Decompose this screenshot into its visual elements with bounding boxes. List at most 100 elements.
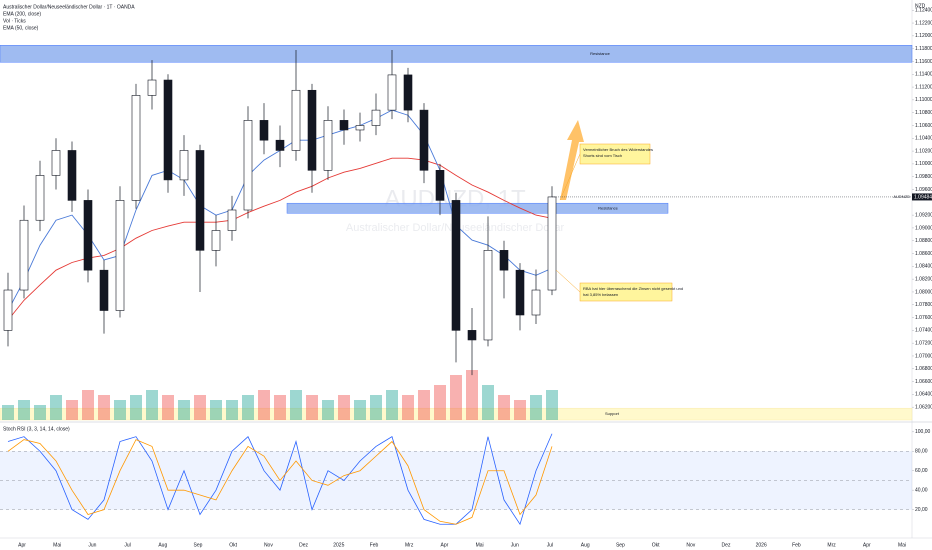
y-tick-label: 1.06400 — [915, 392, 932, 398]
y-tick-label: 60,00 — [915, 468, 928, 474]
candle-body — [195, 150, 205, 251]
y-tick-label: 1.10200 — [915, 148, 932, 154]
y-tick-label: 1.07400 — [915, 328, 932, 334]
x-tick-label: Dez — [299, 542, 308, 548]
volume-bar — [498, 395, 510, 420]
x-tick-label: Apr — [18, 542, 26, 548]
volume-bar — [290, 390, 302, 420]
annotation-connector — [555, 269, 581, 293]
x-tick-label: Okt — [652, 542, 660, 548]
volume-bar — [242, 395, 254, 420]
y-tick-label: 1.08200 — [915, 276, 932, 282]
candle-body — [115, 200, 125, 311]
x-tick-label: Mai — [476, 542, 484, 548]
candle-body — [259, 120, 269, 141]
legend-entry: EMA (200, close) — [3, 11, 41, 17]
zone — [0, 407, 913, 421]
y-tick-label: 1.07600 — [915, 315, 932, 321]
candle-body — [179, 150, 189, 181]
y-tick-label: 1.07800 — [915, 302, 932, 308]
volume-bar — [258, 390, 270, 420]
volume-bar — [354, 400, 366, 420]
y-tick-label: 20,00 — [915, 507, 928, 513]
y-tick-label: 1.09800 — [915, 174, 932, 180]
volume-bar — [274, 395, 286, 420]
zone-label: Resistance — [590, 51, 611, 56]
volume-bar — [434, 385, 446, 420]
volume-bar — [146, 390, 158, 420]
candle-body — [371, 109, 381, 126]
y-tick-label: 1.11800 — [915, 46, 932, 52]
x-tick-label: Jul — [124, 542, 130, 548]
annotation-text: hat 3,85% belassen — [583, 292, 618, 297]
candle-body — [3, 289, 13, 331]
volume-bar — [18, 400, 30, 420]
volume-bar — [82, 390, 94, 420]
candle-body — [403, 74, 413, 111]
y-tick-label: 1.11200 — [915, 84, 932, 90]
x-tick-label: Mai — [53, 542, 61, 548]
y-tick-label: 1.06600 — [915, 379, 932, 385]
x-tick-label: Mai — [898, 542, 906, 548]
y-tick-label: 1.12000 — [915, 33, 932, 39]
candle-body — [99, 269, 109, 311]
candle-body — [419, 109, 429, 171]
x-tick-label: Jun — [88, 542, 96, 548]
volume-bar — [194, 395, 206, 420]
candle-body — [451, 200, 461, 331]
volume-bar — [306, 395, 318, 420]
x-tick-label: Jun — [511, 542, 519, 548]
y-tick-label: 1.07200 — [915, 340, 932, 346]
y-tick-label: 1.09000 — [915, 225, 932, 231]
volume-bar — [370, 395, 382, 420]
volume-bar — [530, 395, 542, 420]
x-tick-label: Nov — [686, 542, 695, 548]
annotation-text: Vermeintlicher Bruch des Widerstandes — [583, 147, 653, 152]
stoch-line — [7, 439, 553, 525]
annotation-text: RBA hat hier überraschend die Zinsen nic… — [583, 286, 683, 291]
volume-bar — [210, 400, 222, 420]
y-tick-label: 1.11400 — [915, 72, 932, 78]
volume-bar — [66, 400, 78, 420]
candle-body — [211, 230, 221, 251]
x-tick-label: Apr — [441, 542, 449, 548]
volume-bar — [466, 370, 478, 420]
y-tick-label: 1.08400 — [915, 264, 932, 270]
annotation-connector — [559, 153, 581, 201]
candle-body — [131, 95, 141, 201]
y-tick-label: 1.12200 — [915, 20, 932, 26]
x-tick-label: Dez — [722, 542, 731, 548]
y-tick-label: 1.11600 — [915, 59, 932, 65]
candle-body — [339, 120, 349, 131]
y-tick-label: 1.08000 — [915, 289, 932, 295]
y-tick-label: 1.10000 — [915, 161, 932, 167]
x-tick-label: 2025 — [333, 542, 344, 548]
candle-body — [51, 150, 61, 176]
candle-body — [83, 200, 93, 271]
candle-body — [515, 269, 525, 316]
candle-body — [147, 79, 157, 96]
x-tick-label: Sep — [616, 542, 625, 548]
candle-body — [243, 120, 253, 211]
volume-bar — [322, 400, 334, 420]
currency: NZD — [915, 3, 926, 9]
y-tick-label: 1.10600 — [915, 123, 932, 129]
volume-bar — [162, 395, 174, 420]
symbol-label: AUDNZD — [893, 194, 910, 199]
zone-label: Resistance — [598, 205, 619, 210]
volume-bar — [386, 390, 398, 420]
candle-body — [227, 209, 237, 231]
chart-title: Australischer Dollar/Neuseeländischer Do… — [3, 4, 135, 10]
stoch-title: Stoch RSI (3, 3, 14, 14, close) — [3, 426, 70, 432]
candle-body — [67, 150, 77, 201]
stoch-line — [7, 433, 553, 526]
annotation-text: Shorts sind vom Tisch — [583, 153, 622, 158]
legend-entry: Vol · Ticks — [3, 18, 26, 24]
candle-body — [435, 170, 445, 201]
x-tick-label: Feb — [792, 542, 801, 548]
x-tick-label: Jul — [547, 542, 553, 548]
x-tick-label: Mrz — [827, 542, 836, 548]
volume-bar — [114, 400, 126, 420]
candle-body — [163, 79, 173, 181]
x-tick-label: Feb — [370, 542, 379, 548]
